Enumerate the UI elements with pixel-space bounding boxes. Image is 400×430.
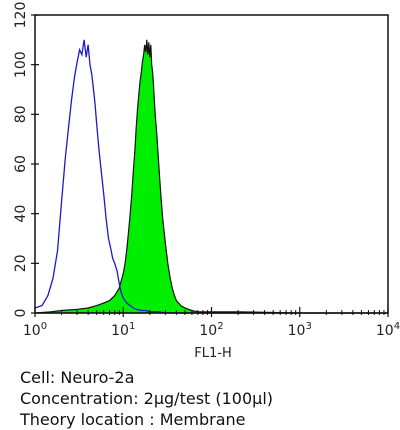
y-tick-label: 60 (13, 155, 29, 173)
y-tick-label: 20 (13, 254, 29, 272)
x-tick-label: 100 (23, 321, 47, 339)
x-tick-label: 103 (288, 321, 312, 339)
histogram-chart: 0 20 40 60 80 100 120 100 101 102 103 104 FL1-H (13, 2, 400, 361)
filled-histogram-series (34, 39, 388, 314)
x-axis-title: FL1-H (194, 346, 231, 361)
y-tick-label: 80 (13, 105, 29, 123)
axis-layer: 0 20 40 60 80 100 120 100 101 102 103 104 (13, 2, 400, 339)
caption-cell: Cell: Neuro-2a (20, 368, 135, 387)
y-tick-label: 120 (13, 2, 29, 29)
plot-frame (34, 14, 389, 314)
caption-location: Theory location : Membrane (20, 410, 246, 429)
outline-histogram-series (34, 39, 388, 314)
y-tick-label: 40 (13, 205, 29, 223)
x-tick-label: 101 (111, 321, 135, 339)
y-tick-label: 0 (13, 309, 29, 318)
x-tick-label: 104 (376, 321, 400, 339)
x-tick-label: 102 (199, 321, 223, 339)
caption-block: Cell: Neuro-2a Concentration: 2μg/test (… (20, 367, 273, 430)
caption-concentration: Concentration: 2μg/test (100μl) (20, 389, 274, 408)
y-tick-label: 100 (13, 51, 29, 78)
series-layer (34, 39, 388, 314)
